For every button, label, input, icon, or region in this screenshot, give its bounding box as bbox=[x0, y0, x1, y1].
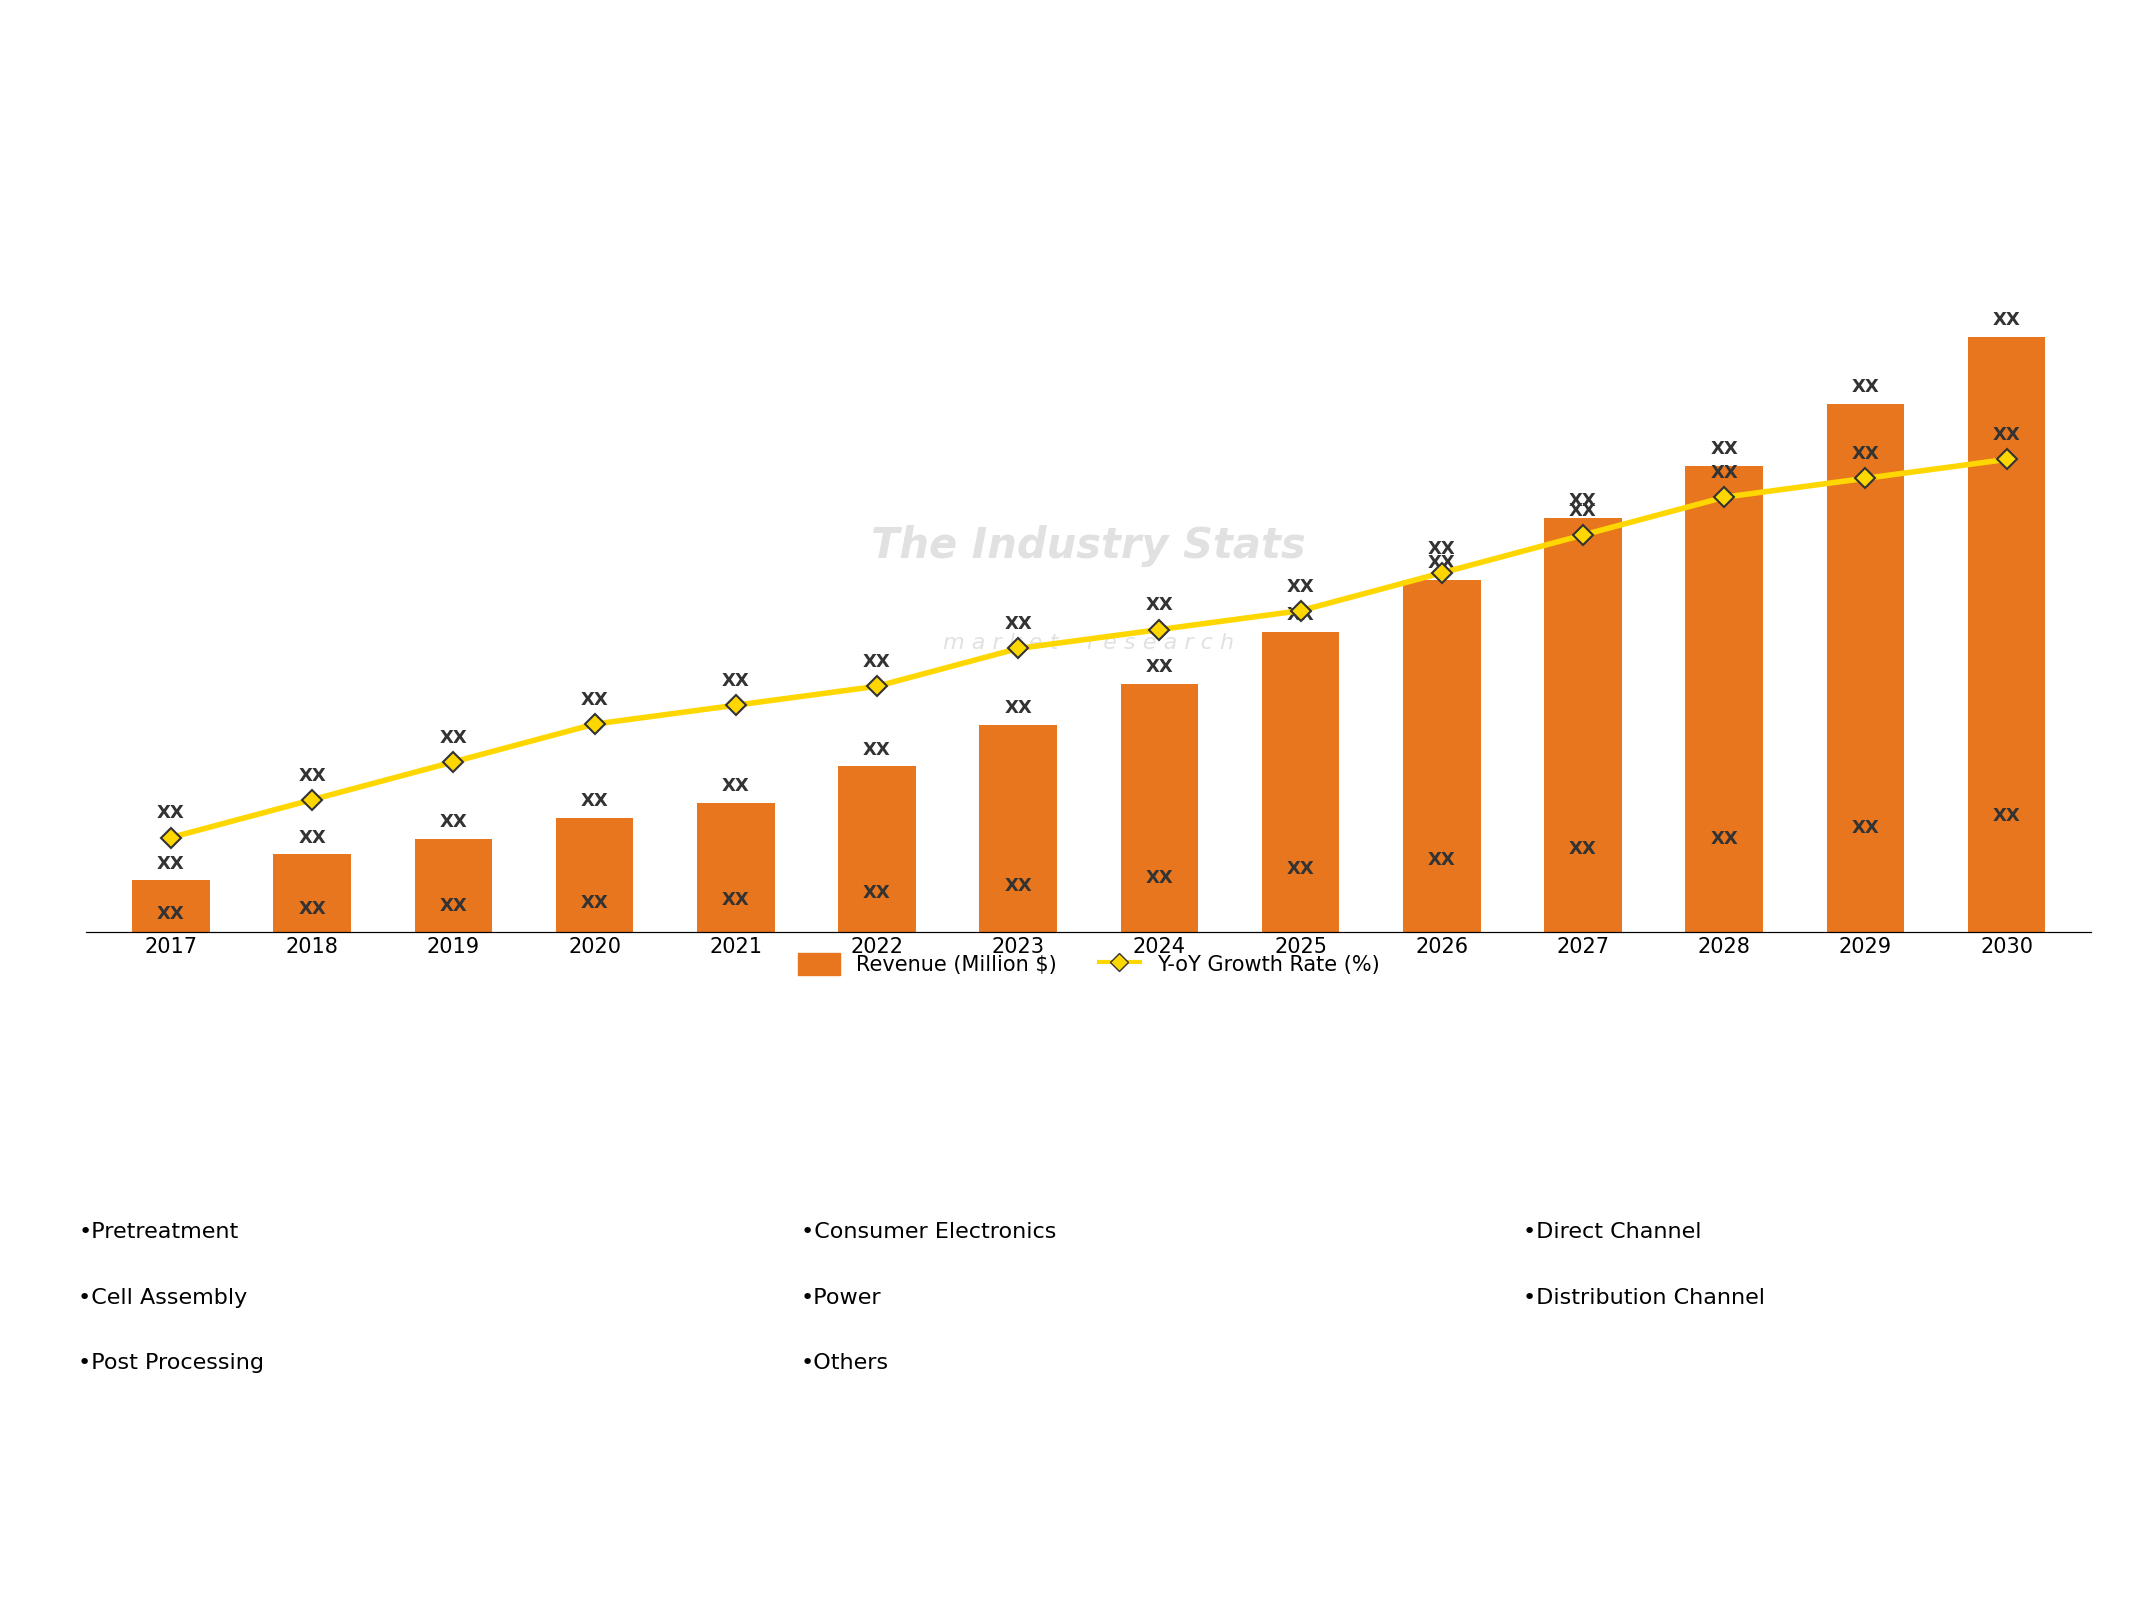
Text: XX: XX bbox=[722, 776, 750, 795]
Text: XX: XX bbox=[1852, 445, 1880, 463]
Text: XX: XX bbox=[862, 741, 890, 759]
Bar bbox=[1261, 632, 1339, 932]
Text: XX: XX bbox=[298, 767, 326, 784]
Text: XX: XX bbox=[1992, 807, 2020, 824]
Text: XX: XX bbox=[1427, 554, 1455, 572]
Text: XX: XX bbox=[1287, 860, 1315, 877]
Bar bbox=[132, 881, 209, 932]
Text: Website: www.theindustrystats.com: Website: www.theindustrystats.com bbox=[1723, 1525, 2091, 1544]
Text: Product Types: Product Types bbox=[267, 1109, 442, 1133]
Bar bbox=[1404, 580, 1481, 932]
Text: XX: XX bbox=[1427, 540, 1455, 558]
Bar bbox=[1826, 403, 1904, 932]
Text: XX: XX bbox=[862, 652, 890, 672]
Text: •Consumer Electronics

•Power

•Others: •Consumer Electronics •Power •Others bbox=[800, 1221, 1056, 1374]
Text: XX: XX bbox=[298, 900, 326, 918]
Text: XX: XX bbox=[157, 805, 185, 823]
Text: XX: XX bbox=[1427, 850, 1455, 869]
Text: Email: sales@theindustrystats.com: Email: sales@theindustrystats.com bbox=[901, 1525, 1255, 1544]
Text: XX: XX bbox=[440, 813, 468, 831]
Text: XX: XX bbox=[1145, 657, 1173, 677]
Bar bbox=[1686, 466, 1764, 932]
Text: Source: Theindustrystats Analysis: Source: Theindustrystats Analysis bbox=[65, 1525, 410, 1544]
Text: The Industry Stats: The Industry Stats bbox=[871, 525, 1307, 567]
Text: Fig. Global Lithium Battery Manufacturing Equipment Market Status and Outlook: Fig. Global Lithium Battery Manufacturin… bbox=[26, 43, 1421, 72]
Bar bbox=[1544, 517, 1621, 932]
Bar bbox=[1968, 337, 2046, 932]
Text: Application: Application bbox=[1007, 1109, 1147, 1133]
Text: XX: XX bbox=[1287, 577, 1315, 596]
Bar bbox=[556, 818, 634, 932]
Text: XX: XX bbox=[1992, 426, 2020, 444]
Text: XX: XX bbox=[440, 730, 468, 747]
Text: Sales Channels: Sales Channels bbox=[1703, 1109, 1895, 1133]
Text: XX: XX bbox=[722, 890, 750, 910]
Text: XX: XX bbox=[1852, 820, 1880, 837]
Bar bbox=[1121, 683, 1199, 932]
Legend: Revenue (Million $), Y-oY Growth Rate (%): Revenue (Million $), Y-oY Growth Rate (%… bbox=[789, 945, 1388, 983]
Text: XX: XX bbox=[580, 792, 608, 810]
Text: XX: XX bbox=[1287, 606, 1315, 624]
Bar bbox=[696, 802, 774, 932]
Text: XX: XX bbox=[1570, 492, 1598, 511]
Text: XX: XX bbox=[440, 897, 468, 916]
Text: XX: XX bbox=[1145, 869, 1173, 887]
Text: XX: XX bbox=[1570, 839, 1598, 858]
Text: XX: XX bbox=[1005, 615, 1033, 633]
Text: XX: XX bbox=[722, 672, 750, 689]
Bar bbox=[839, 767, 916, 932]
Bar bbox=[414, 839, 492, 932]
Text: XX: XX bbox=[862, 884, 890, 902]
Text: XX: XX bbox=[1710, 440, 1738, 458]
Text: XX: XX bbox=[1005, 877, 1033, 895]
Text: XX: XX bbox=[298, 829, 326, 847]
Text: •Pretreatment

•Cell Assembly

•Post Processing: •Pretreatment •Cell Assembly •Post Proce… bbox=[78, 1221, 265, 1374]
Text: XX: XX bbox=[1710, 464, 1738, 482]
Text: XX: XX bbox=[1570, 501, 1598, 521]
Text: XX: XX bbox=[1852, 378, 1880, 397]
Text: XX: XX bbox=[1710, 831, 1738, 848]
Text: XX: XX bbox=[1145, 596, 1173, 614]
Text: XX: XX bbox=[157, 855, 185, 873]
Text: XX: XX bbox=[1005, 699, 1033, 717]
Text: XX: XX bbox=[1992, 312, 2020, 329]
Text: XX: XX bbox=[580, 691, 608, 709]
Text: •Direct Channel

•Distribution Channel: •Direct Channel •Distribution Channel bbox=[1522, 1221, 1766, 1308]
Text: XX: XX bbox=[580, 893, 608, 911]
Bar bbox=[979, 725, 1056, 932]
Text: m a r k e t    r e s e a r c h: m a r k e t r e s e a r c h bbox=[942, 633, 1235, 652]
Bar bbox=[274, 855, 351, 932]
Text: XX: XX bbox=[157, 905, 185, 922]
